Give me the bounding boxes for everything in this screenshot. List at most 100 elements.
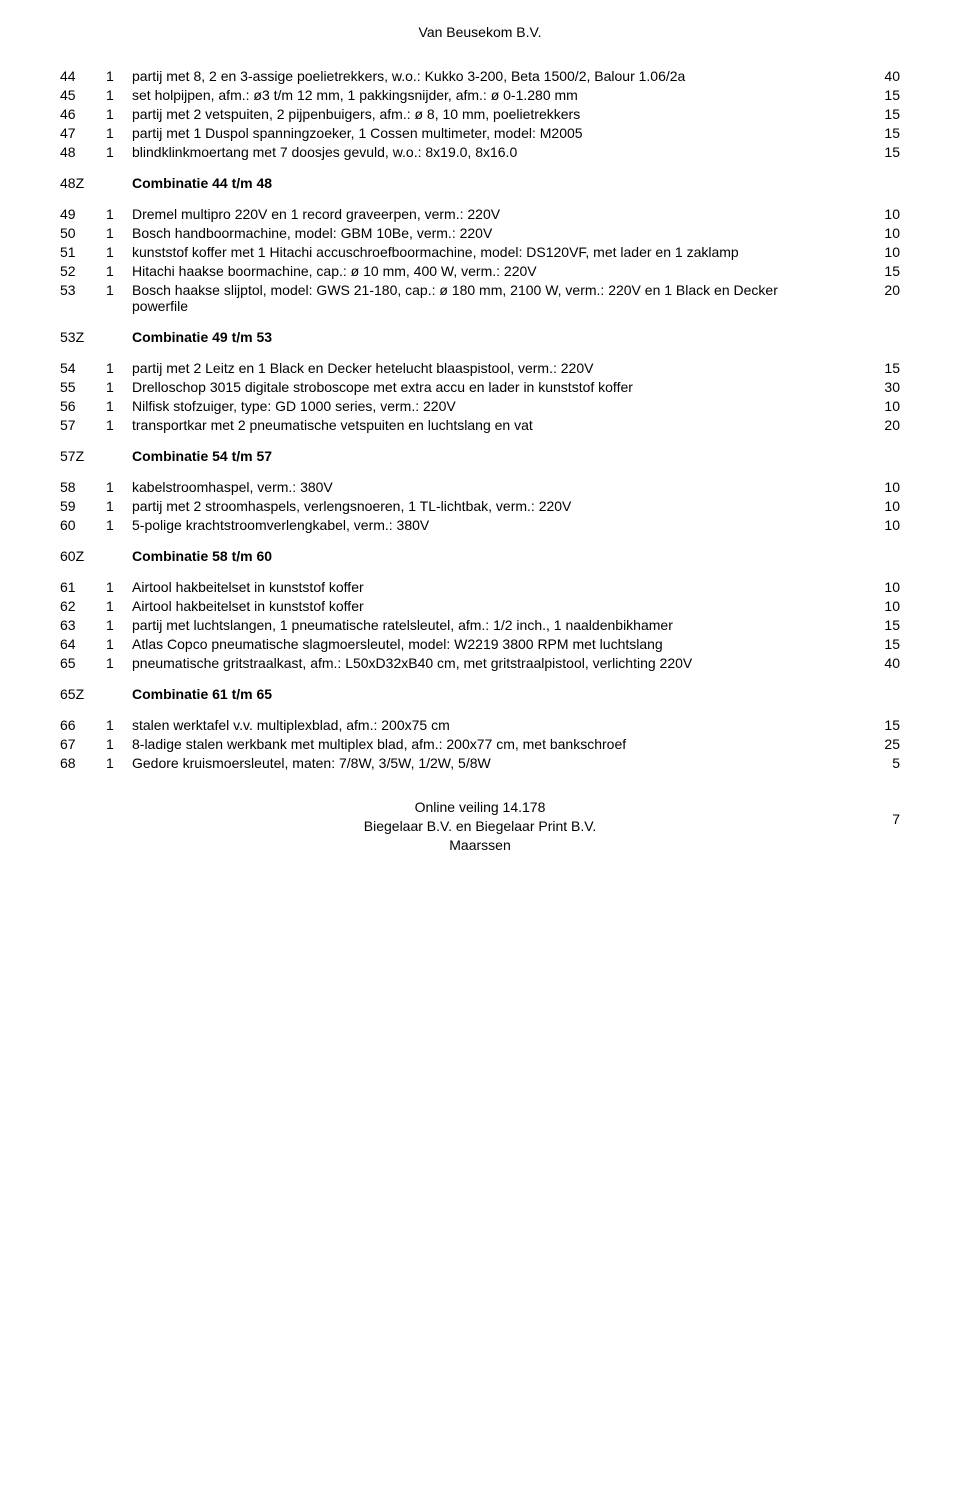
combo-number: 48Z — [60, 175, 106, 194]
lot-qty: 1 — [106, 106, 132, 125]
lot-description: Drelloschop 3015 digitale stroboscope me… — [132, 379, 850, 398]
lot-qty: 1 — [106, 379, 132, 398]
combo-row: 57ZCombinatie 54 t/m 57 — [60, 448, 900, 467]
combo-number: 57Z — [60, 448, 106, 467]
lot-number: 54 — [60, 360, 106, 379]
lot-qty: 1 — [106, 598, 132, 617]
lot-number: 63 — [60, 617, 106, 636]
lot-qty: 1 — [106, 736, 132, 755]
lot-qty: 1 — [106, 636, 132, 655]
lot-qty: 1 — [106, 417, 132, 436]
lot-price: 10 — [850, 206, 900, 225]
lot-row: 591partij met 2 stroomhaspels, verlengsn… — [60, 498, 900, 517]
lot-price: 15 — [850, 717, 900, 736]
lot-description: Nilfisk stofzuiger, type: GD 1000 series… — [132, 398, 850, 417]
lot-row: 651pneumatische gritstraalkast, afm.: L5… — [60, 655, 900, 674]
lot-number: 46 — [60, 106, 106, 125]
lot-price: 20 — [850, 282, 900, 317]
lot-row: 661stalen werktafel v.v. multiplexblad, … — [60, 717, 900, 736]
lot-price: 30 — [850, 379, 900, 398]
lot-qty: 1 — [106, 244, 132, 263]
lot-description: stalen werktafel v.v. multiplexblad, afm… — [132, 717, 850, 736]
lot-number: 65 — [60, 655, 106, 674]
lot-price: 15 — [850, 125, 900, 144]
lot-price: 15 — [850, 106, 900, 125]
lot-description: Airtool hakbeitelset in kunststof koffer — [132, 579, 850, 598]
lot-row: 531Bosch haakse slijptol, model: GWS 21-… — [60, 282, 900, 317]
lot-number: 67 — [60, 736, 106, 755]
lot-number: 56 — [60, 398, 106, 417]
lot-row: 6718-ladige stalen werkbank met multiple… — [60, 736, 900, 755]
lot-number: 47 — [60, 125, 106, 144]
combo-description: Combinatie 49 t/m 53 — [132, 329, 850, 348]
lot-number: 61 — [60, 579, 106, 598]
lot-qty: 1 — [106, 398, 132, 417]
lot-price: 15 — [850, 636, 900, 655]
lot-number: 66 — [60, 717, 106, 736]
lot-price: 10 — [850, 398, 900, 417]
lot-number: 50 — [60, 225, 106, 244]
lot-description: Dremel multipro 220V en 1 record graveer… — [132, 206, 850, 225]
combo-row: 60Z Combinatie 58 t/m 60 — [60, 548, 900, 567]
lot-description: Hitachi haakse boormachine, cap.: ø 10 m… — [132, 263, 850, 282]
lot-description: transportkar met 2 pneumatische vetspuit… — [132, 417, 850, 436]
lot-qty: 1 — [106, 579, 132, 598]
lot-price: 10 — [850, 517, 900, 536]
lot-listing: 441partij met 8, 2 en 3-assige poelietre… — [60, 68, 900, 774]
lot-row: 581kabelstroomhaspel, verm.: 380V10 — [60, 479, 900, 498]
combo-number: 65Z — [60, 686, 106, 705]
lot-price: 10 — [850, 498, 900, 517]
lot-qty: 1 — [106, 225, 132, 244]
lot-description: partij met 2 vetspuiten, 2 pijpenbuigers… — [132, 106, 850, 125]
lot-row: 611Airtool hakbeitelset in kunststof kof… — [60, 579, 900, 598]
lot-number: 62 — [60, 598, 106, 617]
lot-row: 441partij met 8, 2 en 3-assige poelietre… — [60, 68, 900, 87]
lot-description: partij met 2 Leitz en 1 Black en Decker … — [132, 360, 850, 379]
lot-price: 15 — [850, 87, 900, 106]
lot-qty: 1 — [106, 717, 132, 736]
lot-description: Airtool hakbeitelset in kunststof koffer — [132, 598, 850, 617]
page-header: Van Beusekom B.V. — [60, 24, 900, 40]
combo-description: Combinatie 44 t/m 48 — [132, 175, 850, 194]
combo-row: 48Z Combinatie 44 t/m 48 — [60, 175, 900, 194]
lot-qty: 1 — [106, 87, 132, 106]
lot-number: 53 — [60, 282, 106, 317]
lot-qty: 1 — [106, 655, 132, 674]
lot-row: 681Gedore kruismoersleutel, maten: 7/8W,… — [60, 755, 900, 774]
lot-description: 8-ladige stalen werkbank met multiplex b… — [132, 736, 850, 755]
lot-row: 571transportkar met 2 pneumatische vetsp… — [60, 417, 900, 436]
lot-price: 20 — [850, 417, 900, 436]
lot-price: 10 — [850, 244, 900, 263]
lot-price: 15 — [850, 263, 900, 282]
combo-description: Combinatie 58 t/m 60 — [132, 548, 850, 567]
lot-price: 5 — [850, 755, 900, 774]
lot-number: 59 — [60, 498, 106, 517]
company-title: Van Beusekom B.V. — [419, 24, 542, 40]
combo-number: 60Z — [60, 548, 106, 567]
lot-row: 451set holpijpen, afm.: ø3 t/m 12 mm, 1 … — [60, 87, 900, 106]
lot-description: kunststof koffer met 1 Hitachi accuschro… — [132, 244, 850, 263]
lot-description: pneumatische gritstraalkast, afm.: L50xD… — [132, 655, 850, 674]
lot-description: Bosch handboormachine, model: GBM 10Be, … — [132, 225, 850, 244]
lot-number: 64 — [60, 636, 106, 655]
lot-qty: 1 — [106, 498, 132, 517]
lot-row: 471partij met 1 Duspol spanningzoeker, 1… — [60, 125, 900, 144]
lot-price: 10 — [850, 598, 900, 617]
combo-row: 65ZCombinatie 61 t/m 65 — [60, 686, 900, 705]
lot-description: partij met 2 stroomhaspels, verlengsnoer… — [132, 498, 850, 517]
lot-qty: 1 — [106, 206, 132, 225]
footer-line3: Maarssen — [60, 836, 900, 855]
lot-qty: 1 — [106, 144, 132, 163]
lot-number: 55 — [60, 379, 106, 398]
lot-description: partij met 1 Duspol spanningzoeker, 1 Co… — [132, 125, 850, 144]
lot-qty: 1 — [106, 360, 132, 379]
lot-qty: 1 — [106, 263, 132, 282]
lot-row: 621Airtool hakbeitelset in kunststof kof… — [60, 598, 900, 617]
lot-row: 501Bosch handboormachine, model: GBM 10B… — [60, 225, 900, 244]
lot-row: 561Nilfisk stofzuiger, type: GD 1000 ser… — [60, 398, 900, 417]
lot-number: 68 — [60, 755, 106, 774]
lot-price: 40 — [850, 655, 900, 674]
lot-description: 5-polige krachtstroomverlengkabel, verm.… — [132, 517, 850, 536]
lot-description: kabelstroomhaspel, verm.: 380V — [132, 479, 850, 498]
lot-row: 541partij met 2 Leitz en 1 Black en Deck… — [60, 360, 900, 379]
